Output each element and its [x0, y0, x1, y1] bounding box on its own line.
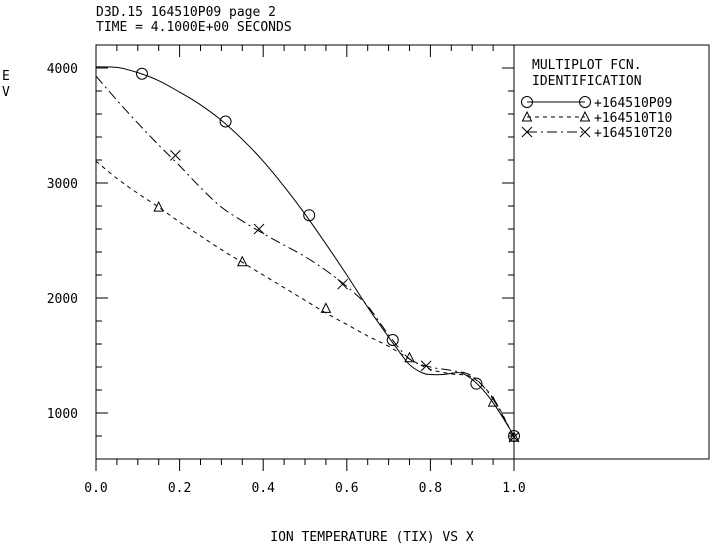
legend-label: +164510P09: [594, 96, 672, 111]
y-axis-label-v: V: [2, 85, 10, 100]
plot-frame: [95, 44, 515, 460]
circle-marker: [303, 209, 316, 222]
triangle-marker: [579, 110, 591, 122]
legend-title-line1: MULTIPLOT FCN.: [532, 58, 642, 73]
x-tick-label: 0.0: [84, 481, 107, 496]
series-triangle: [95, 160, 520, 442]
legend-label: +164510T20: [594, 126, 672, 141]
y-tick-label: 1000: [47, 407, 78, 422]
series-line: [95, 160, 515, 438]
x-marker: [521, 126, 533, 138]
x-tick-label: 0.4: [251, 481, 275, 496]
circle-marker: [521, 96, 533, 108]
axis-tick-labels: 0.0 0.2 0.4 0.6 0.8 1.0 1000 2000 3000 4000: [47, 62, 526, 496]
y-tick-label: 3000: [47, 177, 78, 192]
y-axis-label-e: E: [2, 69, 10, 84]
triangle-marker: [487, 395, 499, 407]
circle-marker: [386, 333, 399, 346]
y-tick-label: 4000: [47, 62, 78, 77]
x-marker: [170, 150, 181, 161]
circle-marker: [135, 67, 148, 80]
run-title: D3D.15 164510P09 page 2: [96, 5, 276, 20]
x-marker: [508, 431, 520, 443]
y-tick-label: 2000: [47, 292, 78, 307]
time-label: TIME = 4.1000E+00 SECONDS: [96, 20, 292, 35]
x-tick-label: 0.2: [168, 481, 191, 496]
x-axis-label: ION TEMPERATURE (TIX) VS X: [270, 530, 474, 545]
triangle-marker: [508, 431, 520, 442]
triangle-marker: [153, 201, 165, 212]
legend-entries: +164510P09+164510T10+164510T20: [521, 96, 672, 141]
series-circle: [95, 66, 520, 442]
legend-entry: +164510T10: [521, 110, 672, 126]
triangle-marker: [236, 255, 248, 267]
x-marker: [253, 223, 265, 235]
triangle-marker: [521, 110, 533, 122]
circle-marker: [470, 377, 483, 390]
x-tick-label: 0.6: [335, 481, 358, 496]
legend-entry: +164510T20: [521, 126, 672, 141]
x-marker: [579, 126, 591, 138]
x-marker: [337, 278, 348, 290]
triangle-marker: [320, 302, 332, 313]
legend-entry: +164510P09: [521, 96, 672, 111]
x-tick-label: 1.0: [502, 481, 525, 496]
circle-marker: [579, 96, 591, 108]
legend-title-line2: IDENTIFICATION: [532, 74, 642, 89]
plot-series: [95, 66, 520, 443]
circle-marker: [219, 115, 232, 128]
series-x: [95, 75, 520, 443]
series-line: [95, 75, 515, 438]
legend-label: +164510T10: [594, 111, 672, 126]
x-tick-label: 0.8: [419, 481, 442, 496]
axis-ticks: [95, 44, 515, 471]
series-line: [95, 66, 515, 437]
x-marker: [420, 360, 432, 372]
